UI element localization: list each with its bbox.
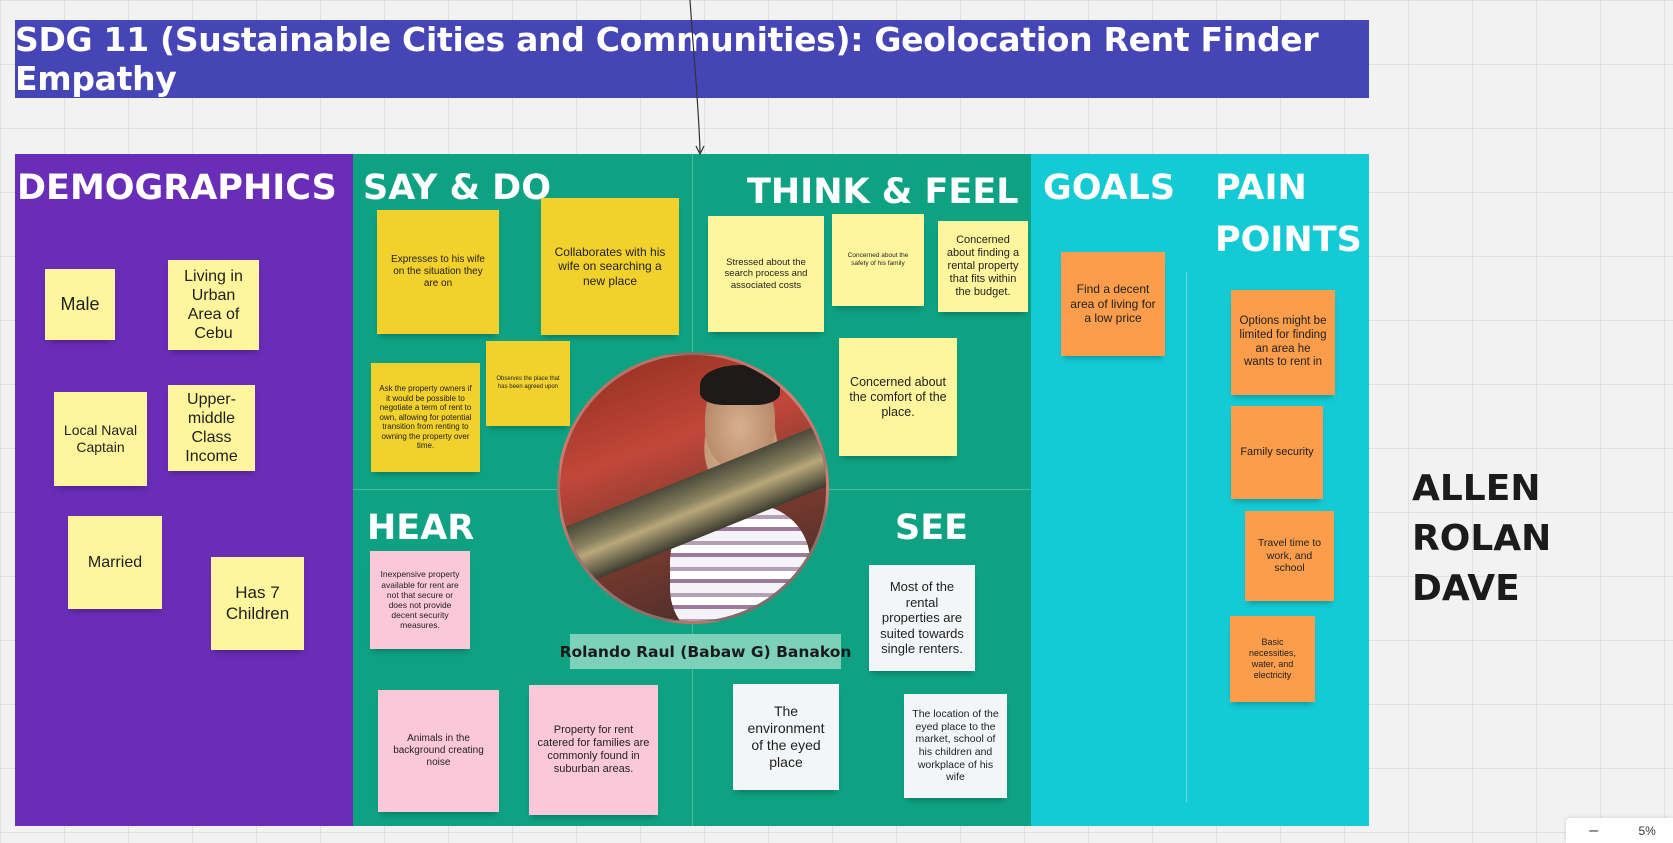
sticky-note-hear[interactable]: Animals in the background creating noise — [378, 690, 499, 812]
sticky-note-demographic[interactable]: Living in Urban Area of Cebu — [168, 260, 259, 350]
demographics-heading: DEMOGRAPHICS — [17, 168, 337, 208]
sticky-note-hear[interactable]: Property for rent catered for families a… — [529, 685, 658, 815]
zoom-control: – 5% — [1566, 818, 1673, 843]
sticky-note-think-feel[interactable]: Concerned about finding a rental propert… — [938, 221, 1028, 312]
pain-points-heading-line2: POINTS — [1215, 220, 1362, 260]
sticky-note-demographic[interactable]: Married — [68, 516, 162, 609]
sticky-note-see[interactable]: The location of the eyed place to the ma… — [904, 694, 1007, 798]
demographics-panel[interactable] — [15, 154, 353, 826]
persona-photo[interactable] — [557, 352, 829, 624]
sticky-note-think-feel[interactable]: Stressed about the search process and as… — [708, 216, 824, 332]
persona-name-tag[interactable]: Rolando Raul (Babaw G) Banakon — [560, 634, 851, 669]
pain-points-heading-line1: PAIN — [1215, 168, 1307, 208]
photo-hair-shape — [700, 365, 780, 405]
zoom-level: 5% — [1638, 823, 1656, 838]
see-heading: SEE — [895, 508, 969, 548]
team-names-text[interactable]: ALLEN ROLAN DAVE — [1412, 464, 1662, 614]
team-name-line: ALLEN — [1412, 468, 1541, 509]
sticky-note-say-do[interactable]: Observes the place that has been agreed … — [486, 341, 570, 426]
goals-divider — [1186, 272, 1187, 802]
sticky-note-pain-point[interactable]: Travel time to work, and school — [1245, 511, 1334, 601]
sticky-note-demographic[interactable]: Local Naval Captain — [54, 392, 147, 486]
sticky-note-think-feel[interactable]: Concerned about the safety of his family — [832, 214, 924, 306]
think-feel-heading: THINK & FEEL — [747, 172, 1019, 212]
goals-heading: GOALS — [1043, 168, 1176, 208]
sticky-note-hear[interactable]: Inexpensive property available for rent … — [370, 551, 470, 649]
hear-heading: HEAR — [367, 508, 475, 548]
sticky-note-say-do[interactable]: Ask the property owners if it would be p… — [371, 363, 480, 472]
sticky-note-see[interactable]: Most of the rental properties are suited… — [869, 565, 975, 671]
sticky-note-demographic[interactable]: Male — [45, 269, 115, 340]
sticky-note-demographic[interactable]: Has 7 Children — [211, 557, 304, 650]
board-title-banner[interactable]: SDG 11 (Sustainable Cities and Communiti… — [15, 20, 1369, 98]
sticky-note-goal[interactable]: Find a decent area of living for a low p… — [1061, 252, 1165, 356]
sticky-note-pain-point[interactable]: Options might be limited for finding an … — [1231, 290, 1335, 395]
zoom-out-icon[interactable]: – — [1589, 821, 1599, 839]
sticky-note-see[interactable]: The environment of the eyed place — [733, 684, 839, 790]
say-do-heading: SAY & DO — [363, 168, 551, 208]
sticky-note-say-do[interactable]: Collaborates with his wife on searching … — [541, 198, 679, 335]
sticky-note-think-feel[interactable]: Concerned about the comfort of the place… — [839, 338, 957, 456]
sticky-note-say-do[interactable]: Expresses to his wife on the situation t… — [377, 210, 499, 334]
team-name-line: ROLAN DAVE — [1412, 518, 1552, 609]
sticky-note-pain-point[interactable]: Basic necessities, water, and electricit… — [1230, 616, 1315, 702]
sticky-note-demographic[interactable]: Upper-middle Class Income — [168, 385, 255, 471]
sticky-note-pain-point[interactable]: Family security — [1231, 406, 1323, 499]
